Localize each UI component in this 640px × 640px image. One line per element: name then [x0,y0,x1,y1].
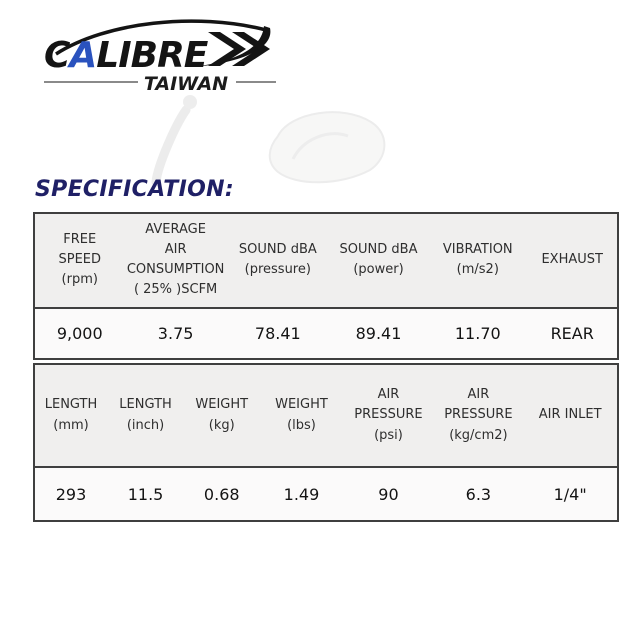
header-air-inlet: AIR INLET [523,364,618,468]
header-length-inch: LENGTH (inch) [107,364,185,468]
value-sound-dba-pressure: 78.41 [226,307,329,359]
value-air-pressure-psi: 90 [343,467,434,521]
logo-chevrons-icon [208,32,270,66]
value-sound-dba-power: 89.41 [328,307,429,359]
logo-brand-part2: A [66,35,96,76]
value-avg-air-consumption: 3.75 [124,307,227,359]
spec-table-secondary: LENGTH (mm) LENGTH (inch) WEIGHT (kg) WE… [33,363,619,522]
header-weight-kg: WEIGHT (kg) [184,364,260,468]
logo-subtitle: TAIWAN [144,73,228,95]
header-sound-dba-pressure: SOUND dBA (pressure) [226,213,329,309]
spec-table-primary: FREE SPEED (rpm) AVERAGE AIR CONSUMPTION… [33,212,619,360]
header-weight-lbs: WEIGHT (lbs) [259,364,344,468]
logo-brand-text: CALIBRE [44,35,209,76]
value-air-pressure-kgcm2: 6.3 [433,467,524,521]
header-avg-air-consumption: AVERAGE AIR CONSUMPTION ( 25% )SCFM [124,213,227,309]
value-weight-lbs: 1.49 [259,467,344,521]
value-exhaust: REAR [527,307,618,359]
value-air-inlet: 1/4" [523,467,618,521]
value-vibration: 11.70 [428,307,528,359]
header-free-speed: FREE SPEED (rpm) [34,213,125,309]
product-watermark-image [151,95,386,187]
header-length-mm: LENGTH (mm) [34,364,107,468]
specification-heading: SPECIFICATION: [35,177,234,202]
header-sound-dba-power: SOUND dBA (power) [328,213,429,309]
calibre-logo: CALIBRE TAIWAN [44,19,276,95]
value-length-inch: 11.5 [107,467,185,521]
header-vibration: VIBRATION (m/s2) [428,213,528,309]
table-header-row: FREE SPEED (rpm) AVERAGE AIR CONSUMPTION… [34,213,618,309]
logo-brand-part1: C [44,35,71,76]
value-weight-kg: 0.68 [184,467,260,521]
logo-brand-part3: LIBRE [96,35,208,76]
header-exhaust: EXHAUST [527,213,618,309]
table-value-row: 293 11.5 0.68 1.49 90 6.3 1/4" [34,467,618,521]
value-length-mm: 293 [34,467,107,521]
table-header-row: LENGTH (mm) LENGTH (inch) WEIGHT (kg) WE… [34,364,618,468]
value-free-speed: 9,000 [34,307,125,359]
header-air-pressure-kgcm2: AIR PRESSURE (kg/cm2) [433,364,524,468]
header-air-pressure-psi: AIR PRESSURE (psi) [343,364,434,468]
table-value-row: 9,000 3.75 78.41 89.41 11.70 REAR [34,307,618,359]
logo-swoosh [55,19,267,56]
